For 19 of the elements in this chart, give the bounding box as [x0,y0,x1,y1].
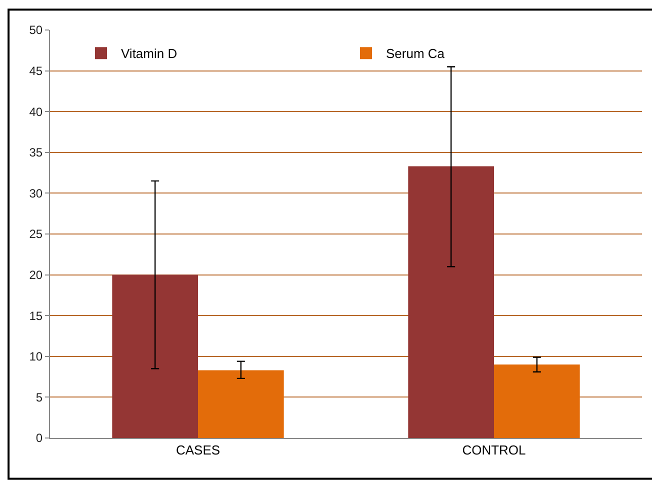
bar [494,364,580,438]
x-tick-label: CASES [176,442,220,458]
legend-label: Serum Ca [386,46,446,62]
bar [198,370,284,438]
x-tick-label: CONTROL [462,442,526,458]
bar [408,166,494,438]
y-tick-label: 10 [29,350,43,364]
legend-label: Vitamin D [121,46,178,62]
y-tick-label: 20 [29,268,43,282]
y-tick-label: 25 [29,227,43,242]
y-tick-label: 0 [36,431,43,446]
y-tick-label: 15 [29,308,43,323]
y-tick-label: 50 [29,23,43,38]
y-tick-label: 5 [36,390,43,404]
bar [112,274,198,438]
y-tick-label: 35 [29,146,43,160]
y-tick-label: 40 [29,104,43,119]
y-tick-label: 30 [29,186,43,200]
y-tick-label: 45 [29,64,43,78]
